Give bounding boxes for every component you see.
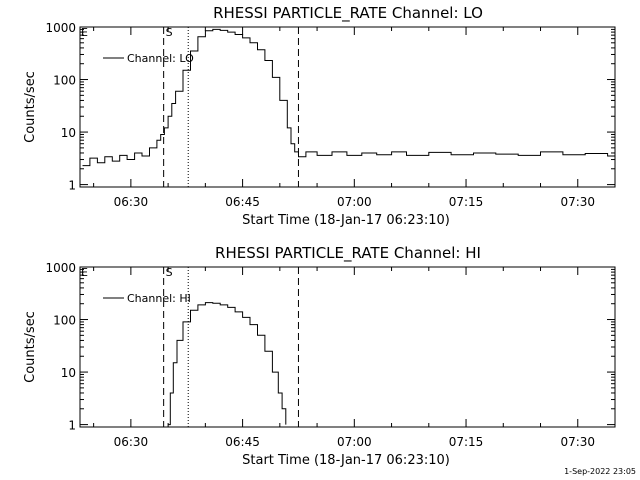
event-marker-label-lo: S bbox=[166, 26, 173, 39]
y-tick-label-lo: 100 bbox=[53, 74, 76, 88]
chart-title-hi: RHESSI PARTICLE_RATE Channel: HI bbox=[215, 244, 481, 263]
y-tick-label-hi: 100 bbox=[53, 314, 76, 328]
panel-lo: RHESSI PARTICLE_RATE Channel: LO 06:30 06… bbox=[23, 4, 616, 228]
y-tick-label-lo: 1000 bbox=[45, 21, 76, 35]
plot-frame-hi bbox=[79, 266, 616, 428]
x-tick-label-lo: 07:00 bbox=[337, 195, 372, 209]
plot-frame-lo bbox=[79, 26, 616, 188]
x-tick-label-lo: 07:15 bbox=[449, 195, 484, 209]
y-axis-label-hi: Counts/sec bbox=[23, 311, 38, 383]
x-tick-label-hi: 06:45 bbox=[225, 435, 260, 449]
panel-hi: RHESSI PARTICLE_RATE Channel: HI 06:30 06… bbox=[23, 244, 616, 468]
x-axis-label-hi: Start Time (18-Jan-17 06:23:10) bbox=[242, 453, 450, 468]
series-line-lo bbox=[82, 28, 616, 185]
chart-title-lo: RHESSI PARTICLE_RATE Channel: LO bbox=[213, 4, 483, 23]
x-tick-label-hi: 07:00 bbox=[337, 435, 372, 449]
x-tick-label-hi: 07:15 bbox=[449, 435, 484, 449]
legend-entry-lo: Channel: LO bbox=[127, 52, 194, 65]
x-tick-label-lo: 06:30 bbox=[114, 195, 149, 209]
y-tick-label-hi: 1000 bbox=[45, 261, 76, 275]
series-line-hi bbox=[168, 302, 287, 426]
y-tick-label-lo: 10 bbox=[61, 126, 76, 140]
x-axis-label-lo: Start Time (18-Jan-17 06:23:10) bbox=[242, 213, 450, 228]
edge-marker-label-hi: E bbox=[81, 266, 88, 279]
x-tick-label-hi: 07:30 bbox=[560, 435, 595, 449]
x-tick-label-lo: 06:45 bbox=[225, 195, 260, 209]
y-axis-label-lo: Counts/sec bbox=[23, 71, 38, 143]
legend-lo: Channel: LO bbox=[103, 52, 194, 65]
generated-timestamp: 1-Sep-2022 23:05 bbox=[564, 467, 636, 476]
y-tick-label-hi: 10 bbox=[61, 366, 76, 380]
legend-hi: Channel: HI bbox=[103, 292, 191, 305]
x-tick-label-lo: 07:30 bbox=[560, 195, 595, 209]
y-tick-label-hi: 1 bbox=[68, 419, 76, 433]
y-tick-label-lo: 1 bbox=[68, 179, 76, 193]
legend-entry-hi: Channel: HI bbox=[127, 292, 191, 305]
edge-marker-label-lo: E bbox=[81, 26, 88, 39]
x-tick-label-hi: 06:30 bbox=[114, 435, 149, 449]
event-marker-label-hi: S bbox=[166, 266, 173, 279]
